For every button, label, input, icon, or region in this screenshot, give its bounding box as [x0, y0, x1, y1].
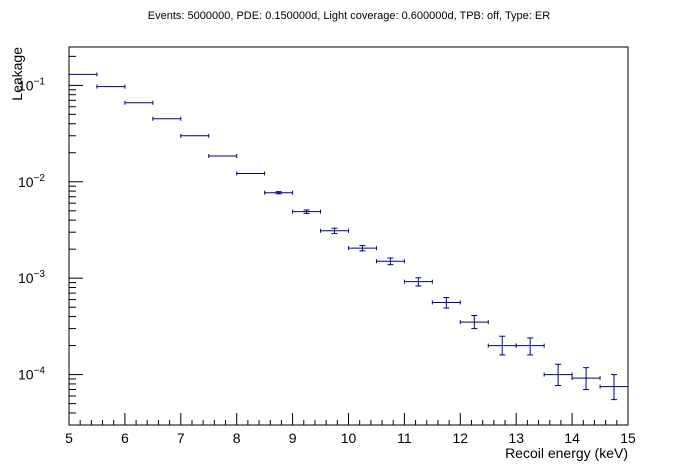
- data-point: [459, 315, 489, 330]
- data-point: [487, 335, 517, 356]
- chart-title: Events: 5000000, PDE: 0.150000d, Light c…: [148, 10, 550, 22]
- y-tick-label: 10−4: [18, 366, 45, 383]
- data-point: [320, 227, 349, 235]
- data-point: [152, 116, 182, 121]
- data-point: [431, 297, 461, 309]
- y-tick-label: 10−3: [18, 269, 45, 286]
- x-tick-label: 11: [397, 430, 412, 446]
- y-axis: 10−110−210−310−4: [18, 55, 83, 426]
- data-series: [69, 72, 628, 401]
- x-axis-label: Recoil energy (keV): [505, 445, 628, 461]
- data-point: [403, 277, 433, 287]
- data-point: [571, 367, 601, 391]
- x-tick-label: 13: [508, 430, 524, 446]
- x-tick-label: 7: [177, 430, 185, 446]
- data-point: [599, 374, 628, 401]
- x-tick-label: 5: [65, 430, 73, 446]
- data-point: [69, 72, 98, 77]
- data-point: [208, 154, 238, 159]
- x-axis: 5 6 7 8 9 10 11 12 13 14 15: [65, 413, 636, 446]
- y-tick-label: 10−2: [18, 173, 45, 190]
- data-point: [96, 84, 126, 89]
- data-point: [348, 245, 377, 252]
- data-point: [180, 133, 210, 138]
- x-tick-label: 15: [620, 430, 636, 446]
- x-tick-label: 14: [564, 430, 580, 446]
- data-point: [375, 257, 405, 266]
- data-point: [292, 209, 322, 214]
- x-tick-label: 6: [121, 430, 129, 446]
- x-tick-label: 12: [453, 430, 469, 446]
- x-tick-label: 9: [289, 430, 297, 446]
- x-tick-label: 10: [341, 430, 357, 446]
- x-tick-label: 8: [233, 430, 241, 446]
- data-point: [515, 337, 545, 356]
- data-point: [124, 100, 154, 105]
- data-point: [543, 363, 573, 387]
- data-point: [264, 190, 294, 195]
- data-point: [236, 171, 266, 176]
- y-axis-label: Leakage: [9, 47, 25, 101]
